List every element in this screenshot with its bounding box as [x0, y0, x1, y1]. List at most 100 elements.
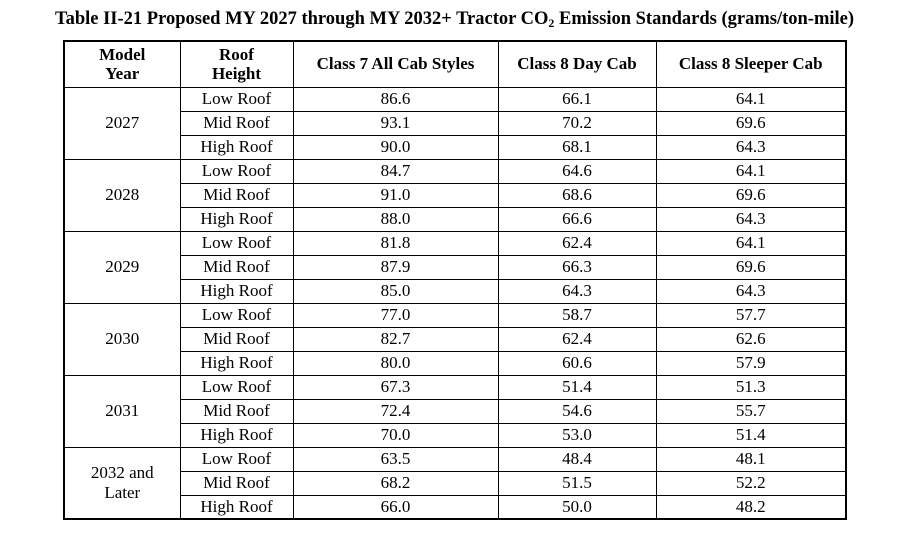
roof-cell: High Roof — [179, 422, 294, 448]
value-cell: 51.4 — [497, 374, 657, 400]
value-cell: 84.7 — [292, 158, 499, 184]
value-cell: 48.1 — [655, 446, 847, 472]
table-row: Mid Roof 72.4 54.6 55.7 — [64, 398, 847, 424]
table-row: High Roof 66.0 50.0 48.2 — [64, 494, 847, 520]
table-row: 2028 Low Roof 84.7 64.6 64.1 — [63, 158, 847, 232]
value-cell: 55.7 — [655, 398, 847, 424]
table-row: High Roof 90.0 68.1 64.3 — [64, 134, 847, 160]
value-cell: 50.0 — [497, 494, 657, 520]
table-row: 2031 Low Roof 67.3 51.4 51.3 — [63, 374, 847, 448]
value-cell: 85.0 — [292, 278, 499, 304]
value-cell: 51.5 — [497, 470, 657, 496]
value-cell: 52.2 — [655, 470, 847, 496]
value-cell: 64.6 — [497, 158, 657, 184]
value-cell: 82.7 — [292, 326, 499, 352]
table-row: Mid Roof 68.2 51.5 52.2 — [64, 470, 847, 496]
value-cell: 66.0 — [292, 494, 499, 520]
value-cell: 88.0 — [292, 206, 499, 232]
value-cell: 68.1 — [497, 134, 657, 160]
header-class8-day-cab: Class 8 Day Cab — [497, 40, 657, 88]
roof-cell: Low Roof — [179, 446, 294, 472]
value-cell: 66.3 — [497, 254, 657, 280]
table-title-suffix: Emission Standards (grams/ton-mile) — [554, 9, 855, 29]
value-cell: 87.9 — [292, 254, 499, 280]
header-model-year: Model Year — [63, 40, 181, 88]
year-cell-2031: 2031 — [63, 374, 181, 448]
value-cell: 90.0 — [292, 134, 499, 160]
value-cell: 67.3 — [292, 374, 499, 400]
roof-cell: High Roof — [179, 206, 294, 232]
value-cell: 64.3 — [655, 206, 847, 232]
value-cell: 66.1 — [497, 86, 657, 112]
roof-cell: Mid Roof — [179, 254, 294, 280]
table-row: Mid Roof 82.7 62.4 62.6 — [64, 326, 847, 352]
roof-cell: Mid Roof — [179, 110, 294, 136]
roof-cell: Mid Roof — [179, 182, 294, 208]
header-class8-sleeper-cab: Class 8 Sleeper Cab — [655, 40, 847, 88]
table-title-text: Table II-21 Proposed MY 2027 through MY … — [54, 9, 549, 29]
value-cell: 58.7 — [497, 302, 657, 328]
roof-cell: Mid Roof — [179, 398, 294, 424]
roof-cell: High Roof — [179, 278, 294, 304]
value-cell: 51.4 — [655, 422, 847, 448]
value-cell: 53.0 — [497, 422, 657, 448]
year-cell-2028: 2028 — [63, 158, 181, 232]
table-row: High Roof 88.0 66.6 64.3 — [64, 206, 847, 232]
value-cell: 70.0 — [292, 422, 499, 448]
roof-cell: High Roof — [179, 134, 294, 160]
header-row: Model Year Roof Height Class 7 All Cab S… — [63, 40, 847, 88]
value-cell: 57.9 — [655, 350, 847, 376]
table-row: Mid Roof 91.0 68.6 69.6 — [64, 182, 847, 208]
table-row: 2027 Low Roof 86.6 66.1 64.1 — [63, 86, 847, 160]
year-cell-2027: 2027 — [63, 86, 181, 160]
value-cell: 69.6 — [655, 110, 847, 136]
value-cell: 62.6 — [655, 326, 847, 352]
roof-cell: Low Roof — [179, 302, 294, 328]
year-cell-2029: 2029 — [63, 230, 181, 304]
value-cell: 93.1 — [292, 110, 499, 136]
value-cell: 64.1 — [655, 158, 847, 184]
table-row: 2029 Low Roof 81.8 62.4 64.1 — [63, 230, 847, 304]
value-cell: 51.3 — [655, 374, 847, 400]
value-cell: 64.1 — [655, 86, 847, 112]
emission-standards-table: Model Year Roof Height Class 7 All Cab S… — [63, 40, 847, 520]
value-cell: 81.8 — [292, 230, 499, 256]
header-roof-height: Roof Height — [179, 40, 294, 88]
value-cell: 62.4 — [497, 230, 657, 256]
value-cell: 66.6 — [497, 206, 657, 232]
table-row: Mid Roof 93.1 70.2 69.6 — [64, 110, 847, 136]
value-cell: 69.6 — [655, 182, 847, 208]
value-cell: 68.6 — [497, 182, 657, 208]
value-cell: 68.2 — [292, 470, 499, 496]
header-class7-all-cab: Class 7 All Cab Styles — [292, 40, 499, 88]
value-cell: 86.6 — [292, 86, 499, 112]
table-row: Mid Roof 87.9 66.3 69.6 — [64, 254, 847, 280]
roof-cell: Low Roof — [179, 374, 294, 400]
table-title: Table II-21 Proposed MY 2027 through MY … — [0, 9, 909, 30]
value-cell: 64.1 — [655, 230, 847, 256]
value-cell: 62.4 — [497, 326, 657, 352]
year-cell-2030: 2030 — [63, 302, 181, 376]
table-row: High Roof 80.0 60.6 57.9 — [64, 350, 847, 376]
co2-subscript: 2 — [548, 16, 555, 30]
value-cell: 64.3 — [655, 278, 847, 304]
value-cell: 54.6 — [497, 398, 657, 424]
roof-cell: Low Roof — [179, 230, 294, 256]
value-cell: 57.7 — [655, 302, 847, 328]
value-cell: 69.6 — [655, 254, 847, 280]
value-cell: 64.3 — [655, 134, 847, 160]
roof-cell: Low Roof — [179, 158, 294, 184]
value-cell: 48.2 — [655, 494, 847, 520]
value-cell: 70.2 — [497, 110, 657, 136]
roof-cell: Low Roof — [179, 86, 294, 112]
value-cell: 48.4 — [497, 446, 657, 472]
value-cell: 64.3 — [497, 278, 657, 304]
value-cell: 72.4 — [292, 398, 499, 424]
table-row: 2030 Low Roof 77.0 58.7 57.7 — [63, 302, 847, 376]
value-cell: 77.0 — [292, 302, 499, 328]
roof-cell: High Roof — [179, 494, 294, 520]
value-cell: 63.5 — [292, 446, 499, 472]
roof-cell: High Roof — [179, 350, 294, 376]
table-row: High Roof 85.0 64.3 64.3 — [64, 278, 847, 304]
